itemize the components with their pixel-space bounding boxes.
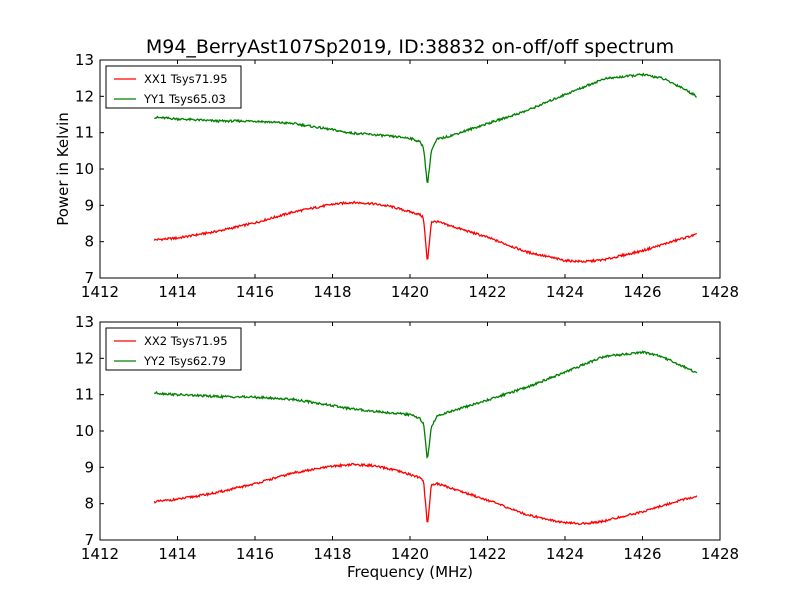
x-tick-label: 1428 [701, 545, 739, 563]
x-tick-label: 1416 [236, 283, 274, 301]
series-line-2 [154, 72, 697, 184]
series-line-1 [153, 200, 698, 264]
x-tick-label: 1428 [701, 283, 739, 301]
legend: XX1 Tsys71.95 YY1 Tsys65.03 [105, 65, 242, 109]
y-tick-label: 9 [84, 196, 94, 214]
y-tick-label: 12 [75, 87, 94, 105]
legend: XX2 Tsys71.95 YY2 Tsys62.79 [105, 327, 242, 371]
legend-label: YY1 Tsys65.03 [143, 92, 226, 106]
plot-panel-2: 1412 1414 1416 1418 1420 1422 1424 1426 1428 7 8 9 1… [75, 313, 739, 563]
x-tick-label: 1414 [158, 545, 196, 563]
x-tick-label: 1420 [391, 283, 429, 301]
y-tick-label: 7 [84, 531, 94, 549]
y-tick-label: 10 [75, 422, 94, 440]
x-tick-label: 1412 [81, 545, 119, 563]
x-tick-label: 1422 [468, 283, 506, 301]
legend-label: XX1 Tsys71.95 [144, 72, 228, 86]
legend-box [105, 65, 242, 109]
x-tick-label: 1424 [546, 283, 584, 301]
figure-title: M94_BerryAst107Sp2019, ID:38832 on-off/o… [146, 36, 674, 58]
y-tick-label: 13 [75, 51, 94, 69]
y-tick-label: 8 [84, 233, 94, 251]
series-line-2 [153, 350, 698, 459]
x-tick-label: 1422 [468, 545, 506, 563]
y-tick-label: 9 [84, 458, 94, 476]
y-tick-label: 10 [75, 160, 94, 178]
y-tick-label: 11 [75, 386, 94, 404]
x-tick-label: 1416 [236, 545, 274, 563]
x-tick-label: 1418 [313, 545, 351, 563]
plot-panels: 1412 1414 1416 1418 1420 1422 1424 1426 1428 7 8 9 1… [75, 51, 739, 563]
y-tick-label: 8 [84, 495, 94, 513]
y-tick-label: 12 [75, 349, 94, 367]
x-tick-label: 1418 [313, 283, 351, 301]
x-axis-label: Frequency (MHz) [347, 563, 473, 581]
y-tick-label: 13 [75, 313, 94, 331]
legend-label: XX2 Tsys71.95 [144, 334, 228, 348]
x-tick-label: 1424 [546, 545, 584, 563]
y-axis-label: Power in Kelvin [54, 112, 72, 226]
plot-panel-1: 1412 1414 1416 1418 1420 1422 1424 1426 1428 7 8 9 1… [75, 51, 739, 301]
x-tick-label: 1426 [623, 545, 661, 563]
x-tick-label: 1426 [623, 283, 661, 301]
x-tick-label: 1420 [391, 545, 429, 563]
x-tick-label: 1414 [158, 283, 196, 301]
legend-label: YY2 Tsys62.79 [143, 354, 226, 368]
y-tick-label: 7 [84, 269, 94, 287]
x-tick-label: 1412 [81, 283, 119, 301]
y-tick-label: 11 [75, 124, 94, 142]
legend-box [105, 327, 242, 371]
series-line-1 [153, 462, 698, 526]
